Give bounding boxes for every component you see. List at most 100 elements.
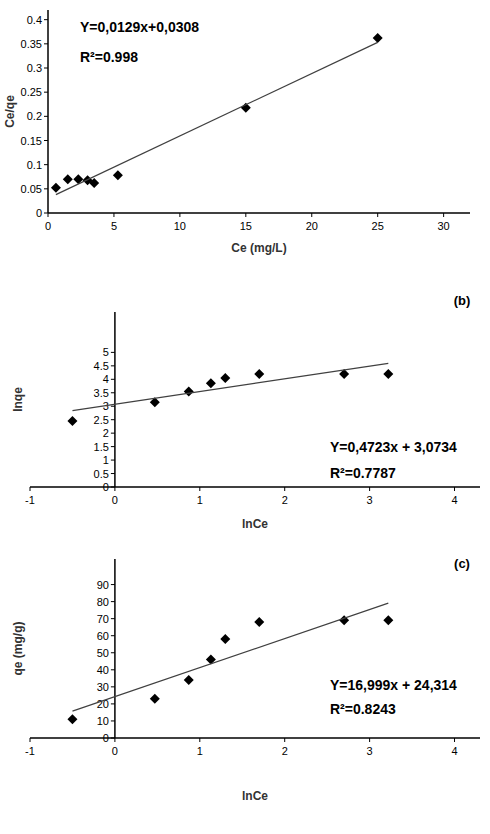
trend-line: [72, 363, 388, 410]
y-tick: [111, 419, 115, 420]
x-tick: [113, 213, 114, 217]
y-tick: [111, 487, 115, 488]
trend-line: [72, 603, 388, 711]
y-tick-label: 0.4: [27, 14, 42, 26]
y-tick-label: 0.05: [21, 183, 42, 195]
y-tick-label: 0: [103, 481, 109, 493]
x-tick: [369, 487, 370, 491]
y-tick: [44, 188, 48, 189]
panel-label: (c): [454, 556, 470, 571]
y-tick-label: 0.2: [27, 110, 42, 122]
y-tick-label: 0.15: [21, 135, 42, 147]
data-point: [220, 373, 230, 383]
y-axis-title: lnqe: [11, 387, 25, 412]
y-tick: [44, 19, 48, 20]
y-tick: [111, 738, 115, 739]
y-tick: [111, 584, 115, 585]
y-axis: [114, 312, 116, 487]
y-tick: [111, 703, 115, 704]
data-point: [254, 369, 264, 379]
y-tick-label: 90: [97, 579, 109, 591]
y-tick-label: 0: [103, 732, 109, 744]
y-tick: [44, 164, 48, 165]
x-tick-label: 0: [112, 494, 118, 506]
y-tick-label: 5: [103, 346, 109, 358]
x-tick-label: -1: [25, 494, 35, 506]
y-axis: [47, 10, 49, 213]
annotation: Y=16,999x + 24,314: [330, 677, 457, 693]
y-tick: [111, 406, 115, 407]
plot-area: [51, 33, 383, 195]
annotation: R²=0.8243: [330, 701, 396, 717]
x-axis: [48, 212, 470, 214]
y-tick-label: 2: [103, 427, 109, 439]
y-tick-label: 10: [97, 715, 109, 727]
annotation: R²=0.7787: [330, 465, 396, 481]
x-tick-label: 30: [438, 220, 450, 232]
y-tick-label: 50: [97, 647, 109, 659]
y-tick: [111, 473, 115, 474]
x-tick-label: 4: [451, 494, 457, 506]
y-tick: [111, 446, 115, 447]
y-tick: [111, 365, 115, 366]
y-tick-label: 0.1: [27, 159, 42, 171]
y-axis-title: qe (mg/g): [11, 622, 25, 676]
x-tick-label: 0: [112, 745, 118, 757]
x-tick: [30, 487, 31, 491]
x-tick: [48, 213, 49, 217]
data-point: [206, 378, 216, 388]
x-axis-title: lnCe: [242, 789, 268, 803]
y-tick-label: 2.5: [94, 414, 109, 426]
y-tick-label: 0: [36, 207, 42, 219]
y-tick: [111, 460, 115, 461]
annotation: Y=0,0129x+0,0308: [80, 19, 199, 35]
y-tick-label: 0.35: [21, 38, 42, 50]
data-point: [63, 174, 73, 184]
x-tick: [454, 738, 455, 742]
x-tick: [114, 738, 115, 742]
data-point: [113, 170, 123, 180]
x-axis: [30, 737, 480, 739]
data-point: [373, 33, 383, 43]
y-tick: [111, 669, 115, 670]
data-point: [67, 714, 77, 724]
plot-area: [67, 363, 393, 426]
x-tick-label: 1: [197, 745, 203, 757]
y-tick-label: 0.25: [21, 86, 42, 98]
x-tick: [454, 487, 455, 491]
y-tick: [111, 652, 115, 653]
y-tick: [111, 720, 115, 721]
y-tick-label: 30: [97, 681, 109, 693]
y-tick: [44, 213, 48, 214]
x-axis: [30, 486, 480, 488]
x-tick-label: 0: [45, 220, 51, 232]
x-tick: [443, 213, 444, 217]
y-tick: [44, 43, 48, 44]
y-tick-label: 1: [103, 454, 109, 466]
y-tick: [111, 686, 115, 687]
y-tick: [111, 618, 115, 619]
y-tick-label: 0.5: [94, 468, 109, 480]
annotation: R²=0.998: [80, 49, 138, 65]
x-tick: [311, 213, 312, 217]
x-tick: [284, 738, 285, 742]
x-tick-label: 15: [240, 220, 252, 232]
y-axis-title: Ce/qe: [3, 95, 17, 128]
x-tick: [114, 487, 115, 491]
figure: 05101520253000.050.10.150.20.250.30.350.…: [0, 0, 490, 834]
annotation: Y=0,4723x + 3,0734: [330, 439, 457, 455]
y-axis: [114, 559, 116, 738]
data-point: [89, 178, 99, 188]
x-tick-label: 4: [451, 745, 457, 757]
x-tick-label: 5: [111, 220, 117, 232]
data-point: [254, 617, 264, 627]
y-tick: [44, 140, 48, 141]
y-tick: [111, 379, 115, 380]
x-tick: [30, 738, 31, 742]
y-tick-label: 60: [97, 630, 109, 642]
y-tick-label: 40: [97, 664, 109, 676]
x-tick: [377, 213, 378, 217]
y-tick-label: 4.5: [94, 360, 109, 372]
x-tick: [369, 738, 370, 742]
y-tick: [44, 68, 48, 69]
